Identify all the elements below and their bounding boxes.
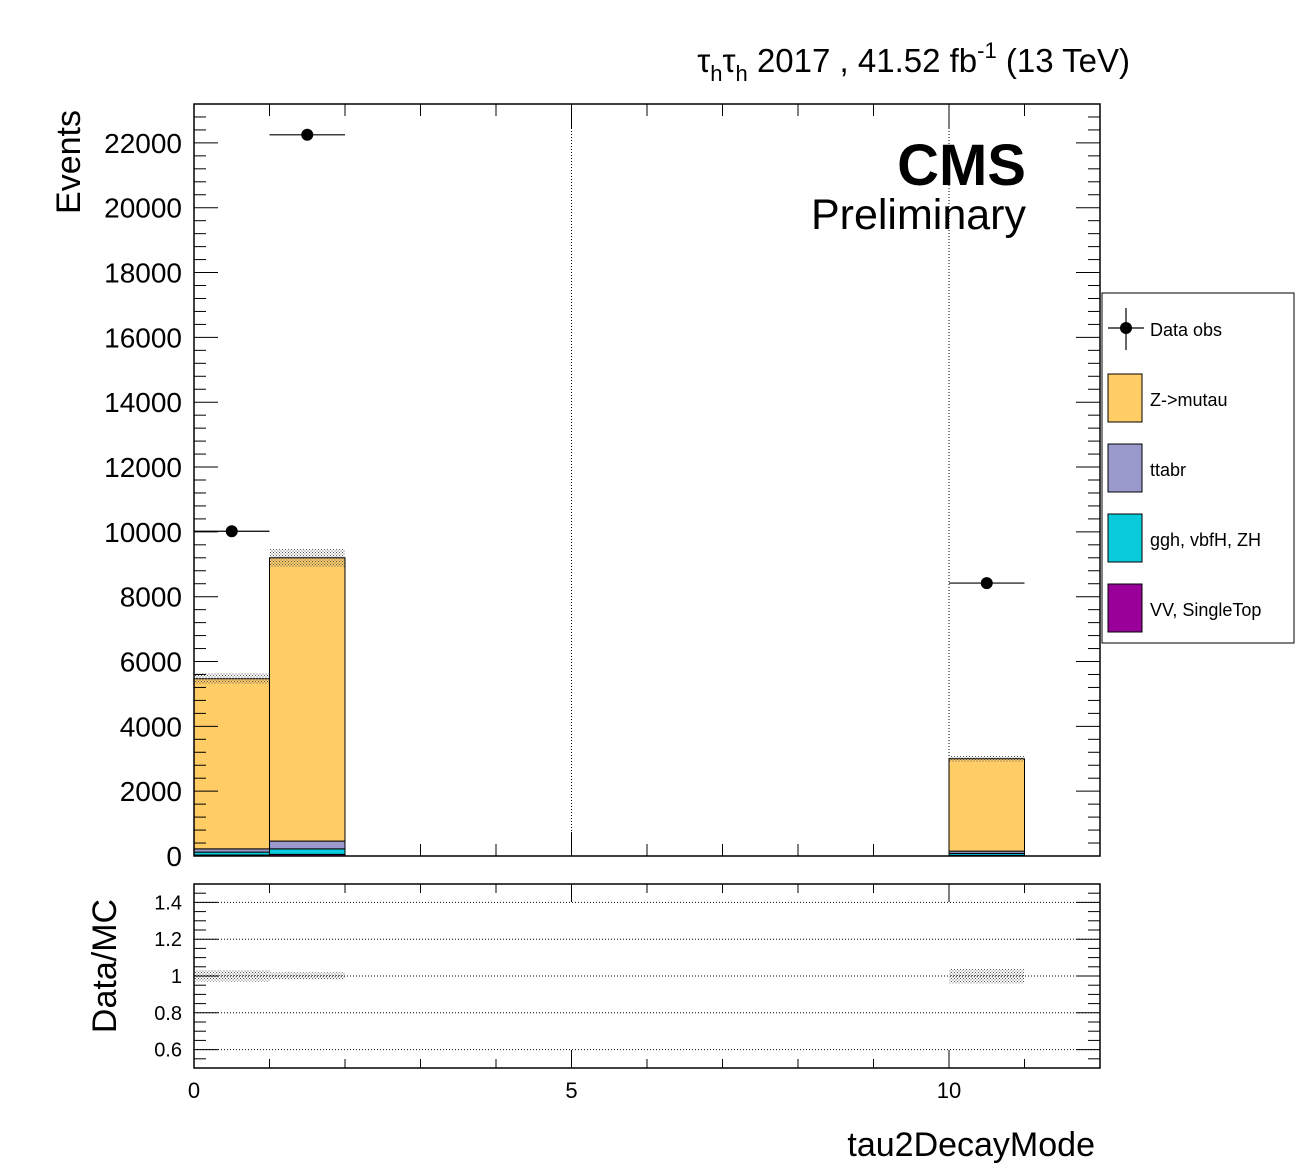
lumi-tau-2: τ	[722, 42, 735, 79]
legend-swatch-1	[1107, 443, 1143, 493]
bar-3-0	[193, 678, 270, 850]
lumi-sup: -1	[977, 38, 997, 63]
legend-label-3: VV, SingleTop	[1150, 600, 1261, 620]
main-ytick-label-9: 18000	[104, 258, 182, 289]
main-ytick-label-3: 6000	[120, 647, 182, 678]
ratio-band-0	[194, 970, 270, 982]
main-ytick-label-2: 4000	[120, 711, 182, 742]
ratio-axes: 0.6 0.8 1 1.2 1.4 0 5 10	[154, 883, 1101, 1103]
main-ytick-label-5: 10000	[104, 517, 182, 548]
bar-3-1	[269, 557, 346, 842]
main-ytick-label-0: 0	[166, 841, 182, 872]
ratio-ytick-label-2: 1	[171, 966, 182, 988]
bar-1-1	[269, 848, 346, 855]
data-points	[194, 128, 1025, 590]
xtick-label-2: 10	[937, 1078, 961, 1103]
stack-bars	[193, 557, 1025, 857]
legend-swatch-2	[1107, 513, 1143, 563]
y-axis-title: Events	[50, 110, 88, 214]
main-ytick-label-10: 20000	[104, 193, 182, 224]
bar-3-2	[948, 758, 1025, 852]
ratio-uncertainty-band	[194, 968, 1025, 984]
legend-label-data: Data obs	[1150, 320, 1222, 340]
x-axis-title: tau2DecayMode	[847, 1126, 1095, 1164]
mc-unc-2	[949, 755, 1025, 762]
legend-swatch-3	[1107, 583, 1143, 633]
main-ytick-label-8: 16000	[104, 322, 182, 353]
mc-unc-1	[269, 548, 345, 567]
main-ytick-label-1: 2000	[120, 776, 182, 807]
legend-data-marker	[1120, 322, 1132, 334]
ratio-ytick-label-3: 1.2	[154, 929, 182, 951]
mc-unc-0	[194, 673, 270, 685]
main-axes: 0 2000 4000 6000 8000 10000 12000 14000 16000 180…	[104, 103, 1101, 872]
ratio-ytick-label-0: 0.6	[154, 1040, 182, 1062]
lumi-sub-1: h	[710, 61, 722, 86]
lumi-tau-1: τ	[697, 42, 710, 79]
xtick-label-1: 5	[565, 1078, 577, 1103]
lumi-energy: (13 TeV)	[997, 42, 1130, 79]
cms-label: CMS	[897, 133, 1026, 198]
legend-label-0: Z->mutau	[1150, 390, 1228, 410]
ratio-ytick-label-1: 0.8	[154, 1003, 182, 1025]
lumi-text: 2017 , 41.52 fb	[748, 42, 977, 79]
main-ytick-label-7: 14000	[104, 387, 182, 418]
bar-2-1	[269, 840, 346, 850]
legend: Data obs Z->mutau ttabr ggh, vbfH, ZH VV, Si…	[1101, 292, 1295, 644]
mc-uncertainty	[194, 548, 1025, 762]
xtick-label-0: 0	[188, 1078, 200, 1103]
ratio-ytick-label-4: 1.4	[154, 892, 182, 914]
main-ytick-label-11: 22000	[104, 128, 182, 159]
legend-label-2: ggh, vbfH, ZH	[1150, 530, 1261, 550]
ratio-y-axis-title: Data/MC	[86, 899, 124, 1033]
lumi-sub-2: h	[736, 61, 748, 86]
ratio-band-1	[269, 972, 345, 980]
data-point-0	[225, 525, 238, 538]
data-point-1	[301, 128, 314, 141]
ratio-band-2	[949, 968, 1025, 984]
main-ytick-label-4: 8000	[120, 582, 182, 613]
main-ytick-label-6: 12000	[104, 452, 182, 483]
lumi-label: τhτh 2017 , 41.52 fb-1 (13 TeV)	[697, 38, 1130, 86]
legend-label-1: ttabr	[1150, 460, 1186, 480]
data-point-2	[980, 577, 993, 590]
legend-swatch-0	[1107, 373, 1143, 423]
preliminary-label: Preliminary	[811, 191, 1027, 239]
